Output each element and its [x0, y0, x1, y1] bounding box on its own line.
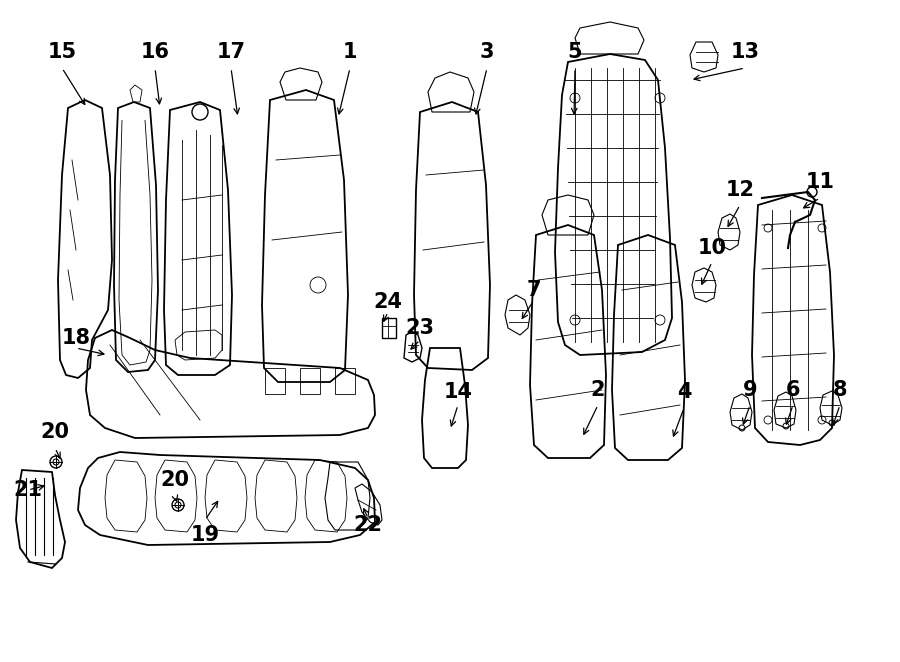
Text: 9: 9	[742, 380, 757, 400]
Text: 20: 20	[160, 470, 190, 490]
Text: 20: 20	[40, 422, 69, 442]
Text: 15: 15	[48, 42, 76, 62]
Text: 12: 12	[725, 180, 754, 200]
Text: 6: 6	[786, 380, 800, 400]
Text: 1: 1	[343, 42, 357, 62]
Text: 3: 3	[480, 42, 494, 62]
Text: 4: 4	[677, 382, 691, 402]
Text: 13: 13	[731, 42, 760, 62]
Text: 10: 10	[698, 238, 726, 258]
Text: 14: 14	[444, 382, 472, 402]
Text: 18: 18	[61, 328, 91, 348]
Text: 24: 24	[374, 292, 402, 312]
Text: 2: 2	[590, 380, 605, 400]
Text: 21: 21	[14, 480, 42, 500]
Text: 7: 7	[526, 280, 541, 300]
Text: 22: 22	[354, 515, 382, 535]
Text: 16: 16	[140, 42, 169, 62]
Bar	[300, 368, 320, 394]
Text: 19: 19	[191, 525, 220, 545]
Bar	[382, 318, 396, 338]
Text: 17: 17	[217, 42, 246, 62]
Text: 23: 23	[406, 318, 435, 338]
Text: 11: 11	[806, 172, 834, 192]
Text: 8: 8	[832, 380, 847, 400]
Bar	[335, 368, 355, 394]
Bar	[265, 368, 285, 394]
Text: 5: 5	[568, 42, 582, 62]
